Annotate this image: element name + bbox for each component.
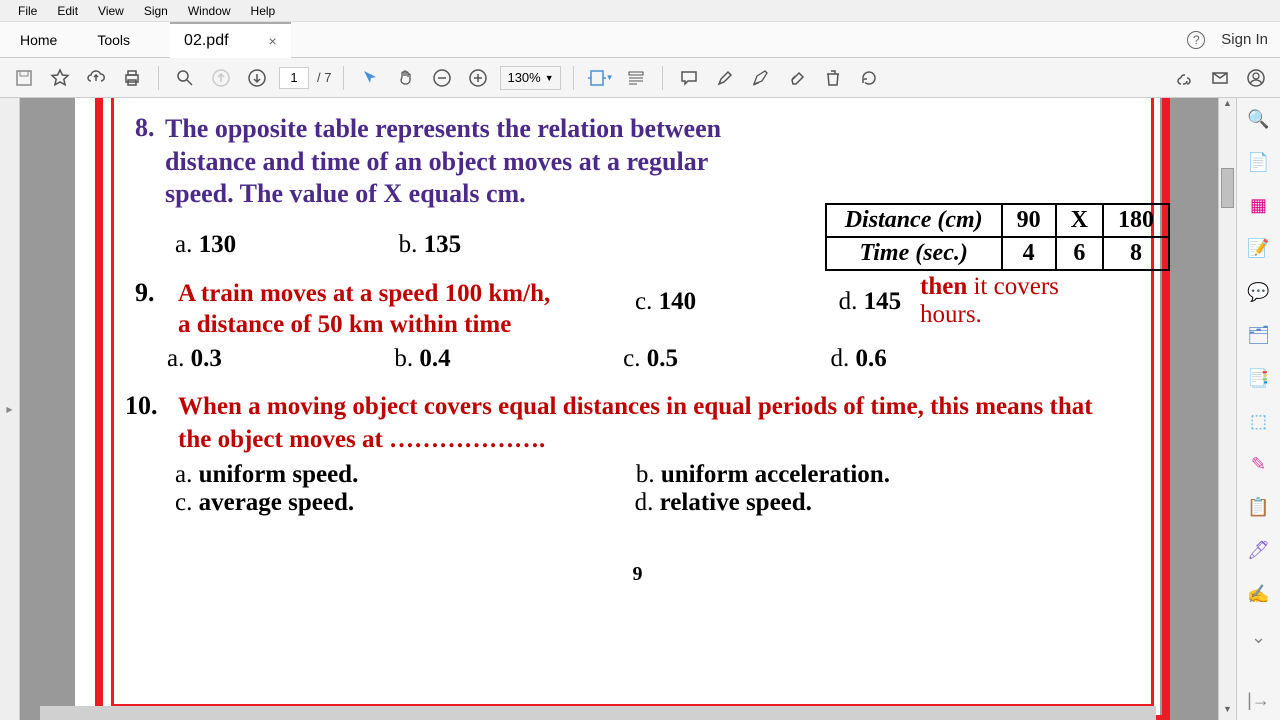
combine-icon[interactable]: 🗂	[1247, 324, 1271, 347]
q8-number: 8.	[135, 113, 155, 143]
reflow-icon[interactable]	[622, 64, 650, 92]
protect-icon[interactable]: 📋	[1247, 496, 1271, 519]
organize-icon[interactable]: 📑	[1247, 367, 1271, 390]
q10-number: 10.	[125, 391, 158, 421]
tab-document[interactable]: 02.pdf ×	[170, 22, 291, 58]
menu-view[interactable]: View	[88, 2, 134, 20]
tab-home[interactable]: Home	[0, 24, 77, 56]
toolbar: / 7 130%▼ ▼	[0, 58, 1280, 98]
menu-help[interactable]: Help	[241, 2, 286, 20]
print-icon[interactable]	[118, 64, 146, 92]
sign-icon[interactable]: ✍	[1247, 583, 1271, 606]
comment-icon[interactable]	[675, 64, 703, 92]
page-input[interactable]	[279, 67, 309, 89]
create-pdf-icon[interactable]: ▦	[1247, 194, 1271, 217]
trash-icon[interactable]	[819, 64, 847, 92]
pointer-icon[interactable]	[356, 64, 384, 92]
rotate-icon[interactable]	[855, 64, 883, 92]
q9-options: a. 0.3 b. 0.4 c. 0.5 d. 0.6	[167, 345, 887, 373]
nav-pane-toggle[interactable]	[0, 98, 20, 720]
account-icon[interactable]	[1242, 64, 1270, 92]
star-icon[interactable]	[46, 64, 74, 92]
scrollbar-vertical[interactable]: ▲ ▼	[1218, 98, 1236, 720]
tab-bar: Home Tools 02.pdf × ? Sign In	[0, 22, 1280, 58]
email-icon[interactable]	[1206, 64, 1234, 92]
q9-then-text: then it covers hours.	[920, 273, 1059, 329]
scrollbar-thumb[interactable]	[1221, 168, 1234, 208]
redact-icon[interactable]: ✎	[1247, 453, 1271, 476]
edit-pdf-icon[interactable]: 📝	[1247, 237, 1271, 260]
zoom-select[interactable]: 130%▼	[500, 66, 560, 90]
zoom-in-icon[interactable]	[464, 64, 492, 92]
cloud-up-icon[interactable]	[82, 64, 110, 92]
menu-sign[interactable]: Sign	[134, 2, 178, 20]
page-down-icon[interactable]	[243, 64, 271, 92]
page-up-icon[interactable]	[207, 64, 235, 92]
page-number: 9	[633, 563, 643, 586]
pdf-page: 8. The opposite table represents the rel…	[75, 98, 1160, 720]
compress-icon[interactable]: ⬚	[1247, 410, 1271, 433]
draw-icon[interactable]	[747, 64, 775, 92]
export-pdf-icon[interactable]: 📄	[1247, 151, 1271, 174]
document-viewport: 8. The opposite table represents the rel…	[20, 98, 1218, 720]
fill-sign-icon[interactable]: 🖊	[1247, 539, 1271, 562]
menu-window[interactable]: Window	[178, 2, 241, 20]
q9-text: A train moves at a speed 100 km/h, a dis…	[178, 278, 550, 341]
q10-text: When a moving object covers equal distan…	[178, 391, 1118, 456]
tab-document-label: 02.pdf	[184, 32, 228, 50]
hand-icon[interactable]	[392, 64, 420, 92]
save-icon[interactable]	[10, 64, 38, 92]
q8-options-cd: c. 140 d. 145	[635, 288, 901, 316]
scrollbar-horizontal[interactable]	[40, 706, 1156, 720]
collapse-panel-icon[interactable]: |→	[1247, 689, 1271, 712]
q10-options: a. uniform speed. b. uniform acceleratio…	[175, 461, 890, 517]
distance-time-table: Distance (cm)90X180 Time (sec.)468	[825, 203, 1170, 271]
menu-edit[interactable]: Edit	[47, 2, 88, 20]
search-tool-icon[interactable]: 🔍	[1247, 108, 1271, 131]
menu-bar: File Edit View Sign Window Help	[0, 0, 1280, 22]
help-icon[interactable]: ?	[1187, 31, 1205, 49]
search-icon[interactable]	[171, 64, 199, 92]
fit-width-icon[interactable]: ▼	[586, 64, 614, 92]
tab-tools[interactable]: Tools	[77, 24, 150, 56]
menu-file[interactable]: File	[8, 2, 47, 20]
tab-close-button[interactable]: ×	[269, 33, 277, 49]
erase-icon[interactable]	[783, 64, 811, 92]
signin-link[interactable]: Sign In	[1221, 31, 1268, 48]
page-total-label: / 7	[317, 70, 331, 85]
tools-panel: 🔍 📄 ▦ 📝 💬 🗂 📑 ⬚ ✎ 📋 🖊 ✍ ⌄ |→	[1236, 98, 1280, 720]
highlight-icon[interactable]	[711, 64, 739, 92]
comment-tool-icon[interactable]: 💬	[1247, 281, 1271, 304]
q8-text: The opposite table represents the relati…	[165, 113, 725, 211]
more-tools-icon[interactable]: ⌄	[1247, 626, 1271, 649]
link-icon[interactable]	[1170, 64, 1198, 92]
q9-number: 9.	[135, 278, 155, 308]
zoom-value: 130%	[507, 70, 540, 85]
zoom-out-icon[interactable]	[428, 64, 456, 92]
q8-options: a. 130 b. 135	[175, 231, 461, 259]
